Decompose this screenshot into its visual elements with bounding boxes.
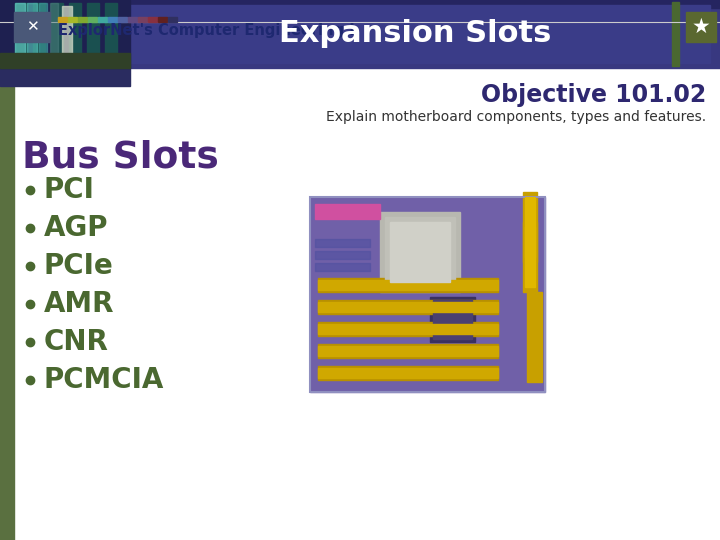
Bar — [310, 197, 545, 392]
Bar — [68, 17, 77, 22]
Bar — [128, 17, 137, 22]
Text: AGP: AGP — [44, 214, 109, 242]
Bar — [315, 204, 380, 219]
Bar — [0, 68, 130, 86]
Bar — [39, 3, 47, 63]
Bar — [523, 192, 537, 262]
Text: Explain motherboard components, types and features.: Explain motherboard components, types an… — [326, 110, 706, 124]
Text: ✕: ✕ — [26, 19, 38, 35]
Bar — [380, 212, 460, 292]
Bar — [318, 368, 498, 378]
Bar — [105, 3, 117, 63]
Bar — [78, 17, 87, 22]
Bar — [87, 3, 99, 63]
Bar — [385, 217, 455, 287]
Bar — [310, 197, 545, 392]
Bar — [433, 300, 472, 339]
Bar — [318, 346, 498, 356]
Bar — [318, 322, 498, 336]
Bar — [62, 6, 72, 60]
Bar — [430, 297, 475, 342]
Bar — [98, 17, 107, 22]
Bar — [318, 324, 498, 334]
Bar — [0, 53, 130, 68]
Text: Objective 101.02: Objective 101.02 — [481, 83, 706, 107]
Bar — [390, 222, 450, 282]
Bar — [318, 344, 498, 358]
Bar — [527, 292, 542, 382]
Bar — [108, 17, 117, 22]
Bar — [15, 3, 27, 63]
Bar — [0, 0, 14, 540]
Bar — [318, 302, 498, 312]
Bar — [318, 280, 498, 290]
Bar — [168, 17, 177, 22]
Text: Bus Slots: Bus Slots — [22, 140, 219, 176]
Bar — [33, 3, 45, 63]
Bar — [315, 251, 370, 259]
Text: PCIe: PCIe — [44, 252, 114, 280]
Bar — [130, 5, 710, 63]
Bar — [686, 12, 716, 42]
Text: ExplorNet's Computer Engineering I: ExplorNet's Computer Engineering I — [58, 23, 355, 37]
Bar — [69, 3, 81, 63]
Bar — [51, 3, 63, 63]
Bar — [138, 17, 147, 22]
Bar — [88, 17, 97, 22]
Bar — [315, 239, 370, 247]
Bar — [318, 300, 498, 314]
Text: PCMCIA: PCMCIA — [44, 366, 164, 394]
Bar — [58, 17, 67, 22]
Text: AMR: AMR — [44, 290, 114, 318]
Bar — [148, 17, 157, 22]
Bar — [672, 2, 679, 66]
Bar — [118, 17, 127, 22]
Text: CNR: CNR — [44, 328, 109, 356]
Text: PCI: PCI — [44, 176, 95, 204]
Bar — [0, 0, 720, 8]
Text: ★: ★ — [692, 17, 711, 37]
Bar — [525, 227, 535, 287]
Bar — [525, 197, 535, 257]
Bar — [318, 278, 498, 292]
Bar — [315, 263, 370, 271]
Bar — [158, 17, 167, 22]
Bar — [14, 12, 50, 42]
Bar — [27, 3, 37, 63]
Bar — [523, 222, 537, 292]
Text: Expansion Slots: Expansion Slots — [279, 19, 552, 49]
Bar — [0, 0, 720, 68]
Bar — [15, 3, 25, 63]
Bar — [0, 0, 130, 68]
Bar — [318, 366, 498, 380]
Bar — [50, 3, 58, 63]
